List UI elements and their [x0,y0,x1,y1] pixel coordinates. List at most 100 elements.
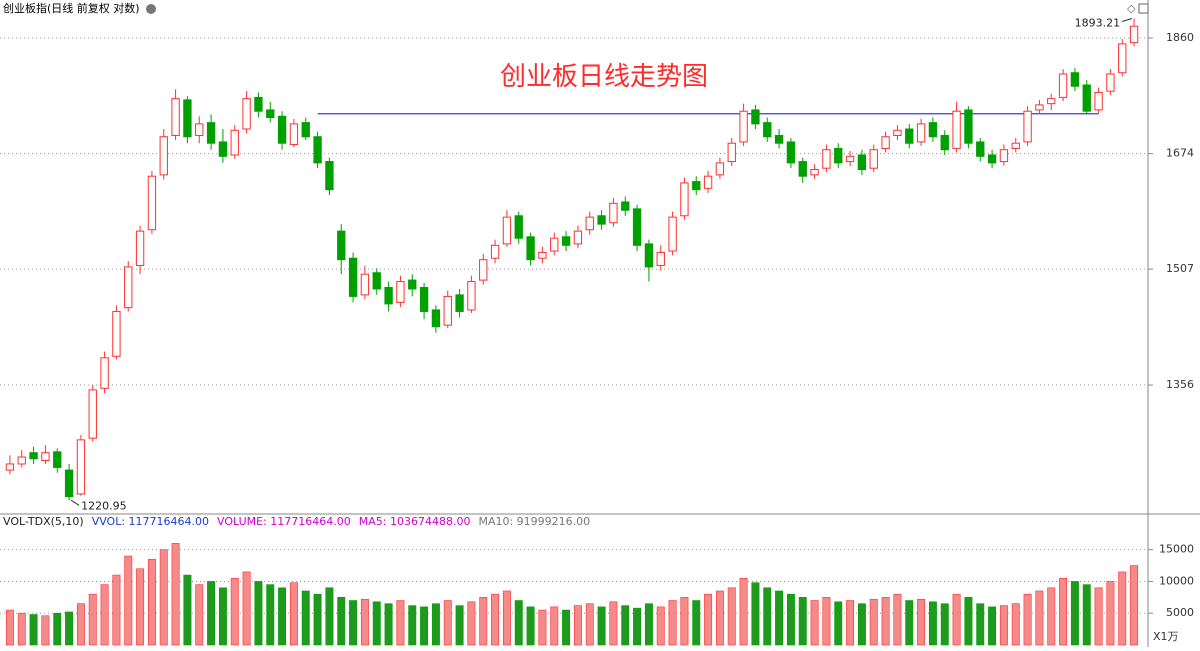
pointer [1121,18,1133,22]
volume-header: VOLUME: 117716464.00 [217,515,351,528]
y-tick-label: 15000 [1159,543,1194,556]
volume-bar [313,593,322,646]
volume-bar [242,571,251,646]
settings-icon[interactable] [146,4,156,14]
volume-bar [1082,584,1091,646]
volume-bar [479,597,488,646]
window-icon[interactable] [1138,3,1149,14]
candle-body [644,243,654,268]
volume-bar [573,605,582,646]
volume-bar [289,582,298,646]
volume-bar [940,603,949,646]
y-tick-label: 1860 [1166,31,1194,44]
volume-bar [656,606,665,646]
volume-bar [372,601,381,646]
candle-body [857,154,867,171]
candle-body [76,439,86,495]
volume-bar [218,587,227,646]
volume-bar [834,601,843,646]
candle-body [964,109,973,144]
candle-body [218,141,228,157]
volume-bar [41,615,50,646]
volume-bar [53,612,62,646]
candle-body [834,147,843,164]
volume-bar [396,600,405,646]
volume-bar [337,597,346,646]
candle-body [360,273,370,296]
candle-body [798,161,807,177]
candle-body [502,216,512,245]
volume-bar [159,549,168,646]
volume-bar [1118,571,1127,646]
candle-body [337,230,346,261]
volume-bar [254,581,263,646]
volume-bar [893,593,902,646]
volume-bar [526,606,535,646]
candle-body [171,98,180,136]
candle-body [348,257,358,297]
diamond-icon[interactable]: ◇ [1127,2,1136,15]
volume-bar [408,605,417,646]
volume-bar [668,600,677,646]
volume-bar [455,605,464,646]
candle-body [1047,98,1056,105]
volume-bar [609,601,618,646]
candle-body [538,251,547,259]
candle-body [928,122,938,138]
candle-body [526,236,535,261]
annotation: 创业板日线走势图 [500,62,708,92]
candle-body [1035,104,1044,111]
candle-body [64,469,74,498]
volume-bar [124,555,133,646]
candle-body [621,201,630,211]
candle-body [372,272,381,290]
volume-bar [88,593,97,646]
candle-body [195,123,204,136]
volume-bar [704,593,713,646]
volume-bar [467,601,476,646]
volume-bar [1130,565,1139,646]
candle-body [455,294,464,312]
volume-bar [621,605,630,646]
candle-body [419,286,429,312]
volume-bar [420,606,429,646]
candle-body [254,96,263,112]
candle-body [869,149,878,169]
candle-body [1070,72,1080,87]
volume-bar [443,600,452,646]
candle-body [763,122,772,138]
volume-bar [514,600,523,646]
candle-body [550,237,559,252]
candle-body [277,115,287,144]
volume-bar [1023,593,1032,646]
candle-body [479,259,488,281]
volume-bar [715,590,724,646]
candle-body [573,230,583,245]
candle-body [408,279,417,290]
candle-body [396,281,405,303]
volume-bar [1011,603,1020,646]
volume-bar [65,611,74,646]
unit-label: X1万 [1153,630,1179,643]
candle-body [266,109,275,119]
volume-bar [1070,581,1079,646]
pointer [70,499,80,506]
volume-bar [597,606,606,646]
candle-body [514,215,523,239]
y-tick-label: 1674 [1166,147,1194,160]
volume-header: VVOL: 117716464.00 [92,515,209,528]
candle-body [490,244,500,259]
volume-bar [798,597,807,646]
candle-body [431,309,441,328]
candle-body [668,216,677,252]
volume-bar [644,603,653,646]
volume-bar [727,587,736,646]
candle-body [301,122,310,138]
volume-bar [360,598,369,646]
volume-bar [491,593,500,646]
volume-bar [5,609,14,646]
volume-bar [869,598,878,646]
volume-bar [29,614,38,646]
candle-body [692,181,701,191]
